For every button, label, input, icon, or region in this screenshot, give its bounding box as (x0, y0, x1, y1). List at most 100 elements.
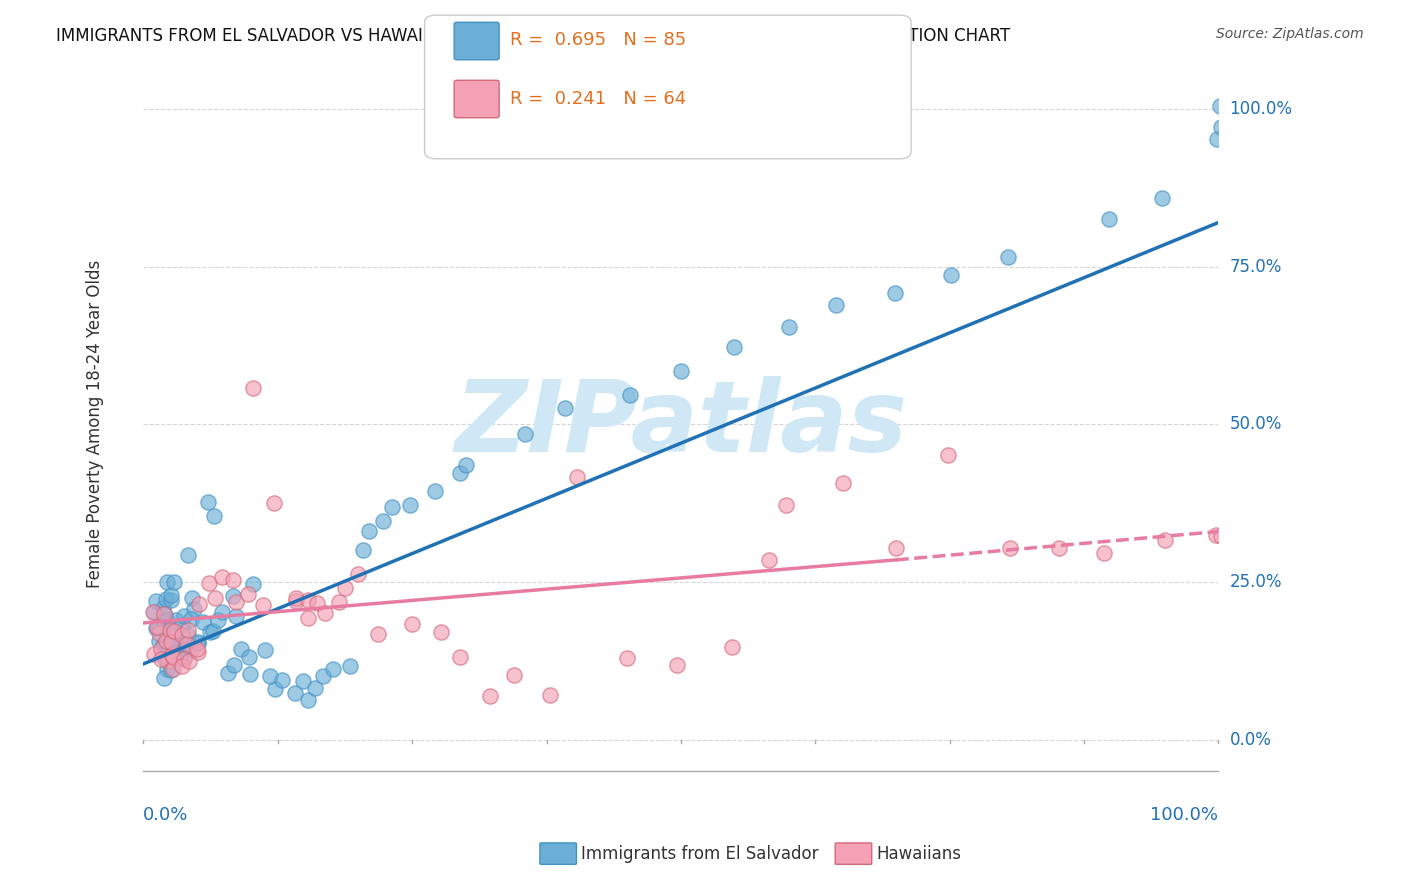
Point (538, 688, 561, 702)
Point (503, 667, 526, 681)
Point (831, 476, 853, 491)
Point (187, 635, 209, 649)
Point (666, 658, 689, 673)
Point (236, 587, 259, 601)
Text: Source: ZipAtlas.com: Source: ZipAtlas.com (1216, 27, 1364, 41)
Point (1154, 533, 1177, 547)
Point (936, 448, 959, 462)
Point (198, 575, 221, 590)
Point (145, 593, 167, 607)
Point (165, 613, 187, 627)
Point (153, 651, 176, 665)
Point (150, 641, 173, 656)
Point (1047, 541, 1070, 556)
Point (163, 574, 186, 589)
Point (669, 364, 692, 378)
Point (156, 613, 179, 627)
Point (381, 500, 404, 514)
Point (156, 575, 179, 590)
Point (1211, 529, 1233, 543)
Point (339, 659, 361, 673)
Point (211, 570, 233, 584)
Point (153, 641, 176, 656)
Point (156, 661, 179, 675)
Point (939, 268, 962, 283)
Point (152, 601, 174, 615)
Point (145, 621, 167, 635)
Point (177, 548, 200, 562)
Point (222, 573, 245, 587)
Point (292, 674, 315, 689)
Point (284, 686, 307, 700)
Point (304, 681, 326, 696)
Point (160, 663, 183, 677)
Point (204, 591, 226, 606)
Text: Immigrants from El Salvador: Immigrants from El Salvador (581, 845, 818, 863)
Point (166, 639, 188, 653)
Point (297, 692, 319, 706)
Point (163, 624, 186, 638)
Point (187, 644, 209, 658)
Point (160, 592, 183, 607)
Point (824, 298, 846, 312)
Point (239, 667, 262, 681)
Text: 25.0%: 25.0% (1230, 573, 1282, 591)
Point (153, 607, 176, 622)
Point (163, 625, 186, 640)
Point (238, 649, 260, 664)
Point (159, 634, 181, 648)
Point (162, 662, 184, 676)
Point (367, 626, 389, 640)
Point (1094, 546, 1116, 560)
Point (162, 650, 184, 665)
Point (307, 596, 329, 610)
Point (346, 566, 368, 581)
Point (884, 285, 907, 300)
Point (148, 625, 170, 640)
Point (284, 594, 307, 608)
Point (252, 599, 274, 613)
Point (352, 542, 374, 557)
Point (173, 652, 195, 666)
Point (401, 616, 423, 631)
Point (478, 689, 501, 703)
Point (207, 613, 229, 627)
Point (1208, 99, 1230, 113)
Point (554, 401, 576, 415)
Point (157, 654, 180, 668)
Point (191, 615, 214, 629)
Point (143, 647, 166, 661)
Point (231, 641, 253, 656)
Point (177, 628, 200, 642)
Point (177, 654, 200, 668)
Point (271, 673, 294, 688)
Point (157, 634, 180, 648)
Point (1211, 120, 1233, 134)
Point (357, 524, 380, 538)
Point (142, 605, 165, 619)
Point (217, 666, 239, 681)
Point (449, 650, 471, 665)
Point (183, 602, 205, 616)
Point (264, 681, 287, 696)
Point (884, 541, 907, 555)
Point (225, 609, 247, 624)
Point (187, 597, 209, 611)
Point (1000, 541, 1022, 555)
Point (202, 508, 225, 523)
Point (173, 650, 195, 665)
Text: R =  0.695   N = 85: R = 0.695 N = 85 (510, 31, 686, 49)
Point (723, 340, 745, 354)
Point (449, 466, 471, 480)
Text: ZIPatlas: ZIPatlas (454, 376, 907, 473)
Point (142, 605, 165, 619)
Point (211, 605, 233, 619)
Point (430, 624, 453, 639)
Point (454, 458, 477, 473)
Text: 100.0%: 100.0% (1230, 100, 1292, 118)
Text: Hawaiians: Hawaiians (876, 845, 960, 863)
Point (153, 607, 176, 622)
Point (180, 612, 202, 626)
Point (170, 628, 193, 642)
Point (333, 581, 356, 595)
